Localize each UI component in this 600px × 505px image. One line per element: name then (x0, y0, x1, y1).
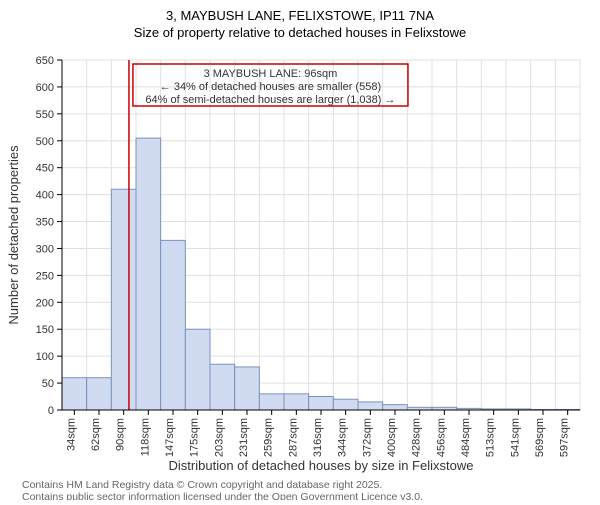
chart-svg: 0 50 100 150 200 250 300 350 400 450 500 550 600 650 3… (0, 40, 600, 500)
x-tick-label: 316sqm (312, 418, 324, 457)
x-tick-label: 175sqm (189, 418, 201, 457)
footer-text: Contains public sector information licen… (22, 491, 423, 500)
chart-title-sub: Size of property relative to detached ho… (0, 23, 600, 40)
histogram-chart: 3, MAYBUSH LANE, FELIXSTOWE, IP11 7NA Si… (0, 0, 600, 500)
histogram-bar (87, 378, 112, 410)
histogram-bar (62, 378, 87, 410)
histogram-bar (333, 399, 358, 410)
y-tick-label: 0 (48, 405, 54, 417)
histogram-bar (383, 405, 408, 410)
x-tick-label: 118sqm (139, 418, 151, 456)
x-tick-label: 372sqm (361, 418, 373, 457)
histogram-bar (111, 189, 136, 410)
x-tick-label: 484sqm (460, 418, 472, 457)
x-tick-label: 597sqm (559, 418, 571, 457)
y-tick-label: 50 (42, 378, 54, 390)
y-tick-label: 400 (36, 190, 54, 202)
x-tick-label: 287sqm (287, 418, 299, 457)
y-tick-label: 650 (36, 55, 54, 67)
histogram-bar (309, 397, 334, 410)
annotation-line: ← 34% of detached houses are smaller (55… (160, 81, 381, 93)
x-tick-label: 34sqm (65, 418, 77, 451)
x-tick-label: 203sqm (213, 418, 225, 457)
histogram-bar (185, 329, 210, 410)
histogram-bar (259, 394, 284, 410)
y-tick-label: 600 (36, 82, 54, 94)
y-tick-label: 500 (36, 136, 54, 148)
y-tick-label: 100 (36, 351, 54, 363)
histogram-bar (161, 240, 186, 410)
y-tick-label: 300 (36, 243, 54, 255)
histogram-bar (136, 138, 161, 410)
y-tick-label: 200 (36, 297, 54, 309)
x-axis-label: Distribution of detached houses by size … (169, 458, 474, 473)
histogram-bar (210, 364, 235, 410)
x-tick-label: 513sqm (485, 418, 497, 457)
annotation-line: 3 MAYBUSH LANE: 96sqm (204, 68, 338, 80)
histogram-bar (235, 367, 260, 410)
x-tick-label: 456sqm (435, 418, 447, 457)
footer-text: Contains HM Land Registry data © Crown c… (22, 479, 382, 491)
y-tick-label: 350 (36, 217, 54, 229)
x-tick-label: 62sqm (90, 418, 102, 451)
y-tick-label: 150 (36, 324, 54, 336)
x-tick-label: 541sqm (509, 418, 521, 457)
y-tick-label: 550 (36, 109, 54, 121)
chart-title-main: 3, MAYBUSH LANE, FELIXSTOWE, IP11 7NA (0, 0, 600, 23)
x-tick-label: 428sqm (411, 418, 423, 457)
x-tick-label: 569sqm (534, 418, 546, 457)
x-tick-label: 259sqm (263, 418, 275, 457)
annotation-line: 64% of semi-detached houses are larger (… (145, 94, 395, 106)
histogram-bar (358, 402, 383, 410)
histogram-bar (284, 394, 309, 410)
x-tick-label: 90sqm (115, 418, 127, 451)
y-axis-label: Number of detached properties (6, 145, 21, 325)
x-tick-label: 231sqm (238, 418, 250, 457)
x-tick-label: 344sqm (337, 418, 349, 457)
y-tick-label: 250 (36, 270, 54, 282)
y-tick-label: 450 (36, 163, 54, 175)
x-tick-label: 147sqm (164, 418, 176, 457)
x-tick-label: 400sqm (386, 418, 398, 457)
